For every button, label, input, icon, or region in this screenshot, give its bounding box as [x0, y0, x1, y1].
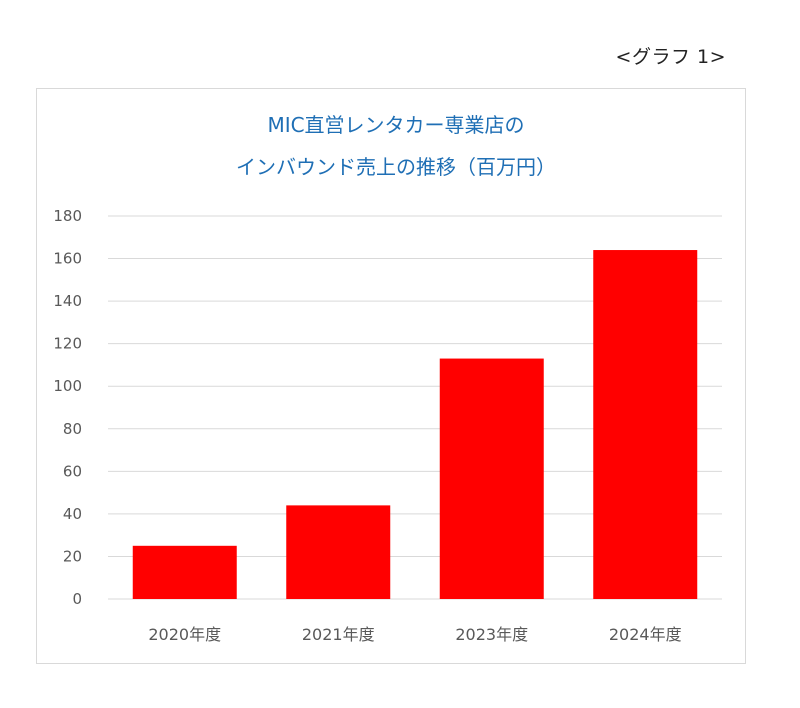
x-category-label: 2021年度	[302, 625, 375, 644]
figure-label: <グラフ 1>	[615, 46, 726, 68]
bar-2021年度	[286, 505, 391, 599]
y-tick-label: 40	[63, 505, 82, 523]
y-tick-label: 160	[53, 250, 82, 268]
x-axis-categories: 2020年度 2021年度 2023年度 2024年度	[148, 625, 681, 644]
bar-2023年度	[439, 358, 544, 599]
y-tick-label: 120	[53, 335, 82, 353]
y-tick-label: 20	[63, 547, 82, 565]
y-tick-label: 140	[53, 292, 82, 310]
y-tick-label: 180	[53, 207, 82, 225]
bar-2024年度	[593, 250, 698, 600]
y-tick-label: 80	[63, 420, 82, 438]
y-tick-label: 0	[72, 590, 82, 608]
chart-title-line-2: インバウンド売上の推移（百万円）	[236, 155, 556, 179]
y-tick-label: 100	[53, 377, 82, 395]
x-category-label: 2023年度	[455, 625, 528, 644]
chart-frame	[36, 88, 746, 664]
bars	[132, 250, 698, 600]
x-category-label: 2024年度	[609, 625, 682, 644]
bar-2020年度	[132, 545, 237, 599]
x-category-label: 2020年度	[148, 625, 221, 644]
chart-title-line-1: MIC直営レンタカー専業店の	[267, 113, 524, 137]
y-tick-label: 60	[63, 462, 82, 480]
y-axis-ticks: 0 20 40 60 80 100 120 140 160 180	[53, 207, 82, 608]
